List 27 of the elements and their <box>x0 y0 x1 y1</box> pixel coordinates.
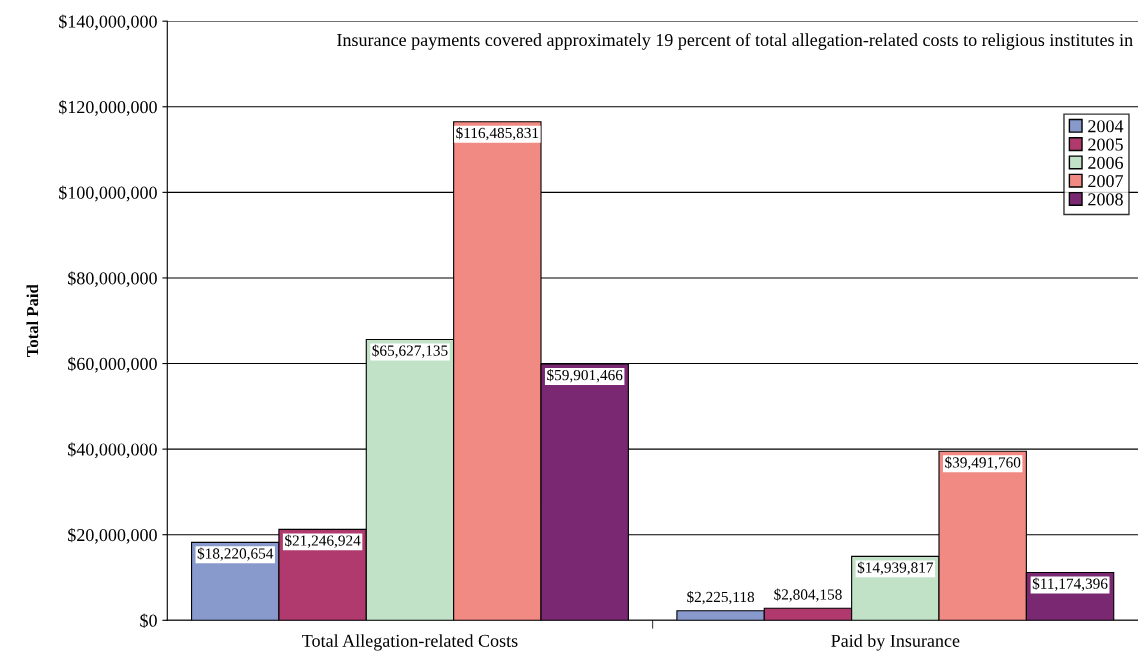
y-tick-label: $40,000,000 <box>68 442 157 459</box>
data-label: $21,246,924 <box>285 534 361 548</box>
data-label: $2,804,158 <box>774 588 842 602</box>
y-tick-label: $140,000,000 <box>59 14 157 31</box>
y-tick-label: $100,000,000 <box>59 185 157 202</box>
x-tick-label: Paid by Insurance <box>831 634 960 651</box>
y-axis-title: Total Paid <box>26 284 39 357</box>
data-label: $14,939,817 <box>857 561 934 575</box>
legend-label: 2007 <box>1088 175 1124 188</box>
legend-label: 2008 <box>1088 193 1123 206</box>
legend-label: 2006 <box>1088 156 1124 169</box>
data-label: $39,491,760 <box>945 456 1021 470</box>
data-label: $2,225,118 <box>687 590 755 605</box>
y-tick-label: $20,000,000 <box>68 527 157 544</box>
legend-label: 2005 <box>1088 138 1123 151</box>
data-label: $65,627,135 <box>372 344 448 358</box>
data-label: $59,901,466 <box>547 369 623 383</box>
data-label: $11,174,396 <box>1032 577 1108 591</box>
legend-label: 2004 <box>1088 120 1124 133</box>
y-tick-label: $120,000,000 <box>59 99 157 116</box>
data-label: $18,220,654 <box>197 547 274 561</box>
y-tick-label: $0 <box>140 613 157 628</box>
y-tick-label: $80,000,000 <box>68 271 157 287</box>
data-label: $116,485,831 <box>456 126 539 141</box>
y-tick-label: $60,000,000 <box>68 356 157 373</box>
x-tick-label: Total Allegation-related Costs <box>302 634 518 651</box>
annotation: Insurance payments covered approximately 19 percent of total allegation-related costs to religious institutes in <box>337 33 1133 50</box>
